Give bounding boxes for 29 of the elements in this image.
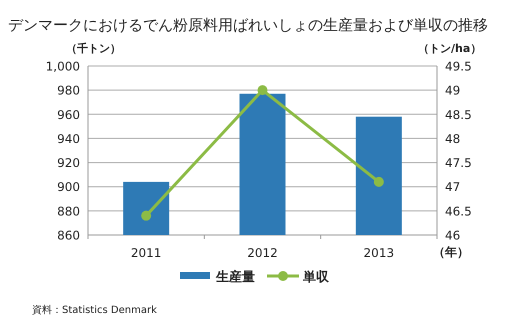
y2-tick-label: 47.5: [445, 156, 472, 170]
x-axis-title: （年）: [433, 245, 469, 259]
y-tick-label: 980: [57, 84, 80, 98]
y-tick-label: 900: [57, 180, 80, 194]
point: [141, 210, 152, 221]
legend-label: 生産量: [215, 269, 255, 285]
point: [374, 176, 384, 187]
y-tick-label: 920: [57, 156, 80, 170]
legend-label: 単収: [302, 270, 330, 285]
y2-tick-label: 49: [445, 84, 460, 98]
y2-tick-label: 49.5: [445, 60, 472, 74]
point: [258, 85, 268, 96]
y-tick-label: 960: [57, 108, 80, 122]
y2-axis-title: （トン/ha）: [418, 42, 482, 55]
y-tick-label: 880: [57, 204, 80, 218]
x-tick-label: 2012: [247, 246, 278, 260]
y-tick-label: 1,000: [46, 60, 80, 74]
y2-tick-label: 46.5: [445, 204, 472, 218]
y2-tick-label: 48.5: [445, 108, 472, 122]
text: 資料：Statistics Denmark: [32, 304, 158, 316]
x-tick-label: 2011: [130, 246, 162, 260]
y-tick-label: 940: [57, 132, 80, 146]
y2-tick-label: 46: [445, 228, 460, 242]
y-tick-label: 860: [57, 228, 80, 242]
y2-tick-label: 47: [445, 180, 460, 194]
chart-title: デンマークにおけるでん粉原料用ばれいしょの生産量および単収の推移: [8, 16, 488, 34]
y-axis-title: （千トン）: [66, 42, 121, 55]
x-tick-label: 2013: [364, 246, 394, 260]
y2-tick-label: 48: [445, 132, 460, 146]
